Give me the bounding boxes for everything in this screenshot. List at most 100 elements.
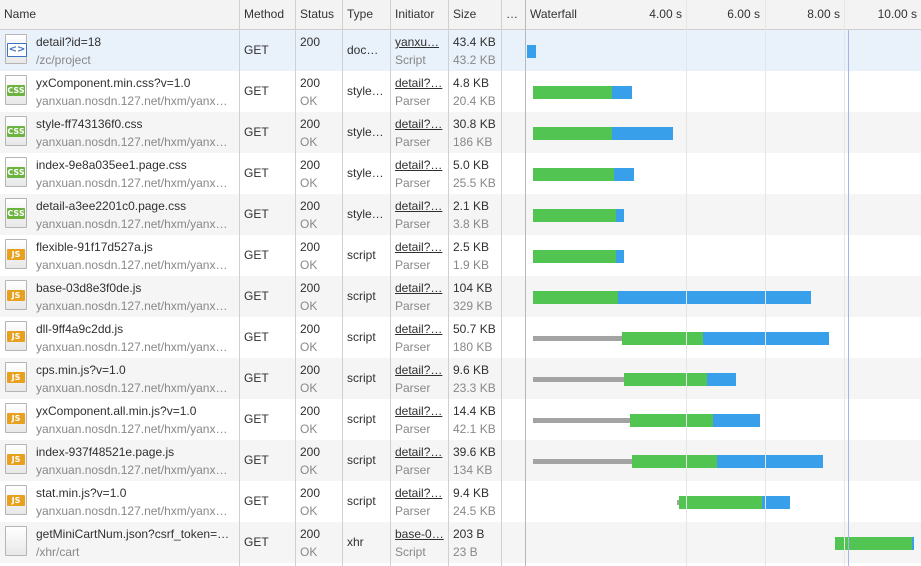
initiator-cell[interactable]: detail?… Parser	[391, 194, 448, 235]
initiator-link[interactable]: detail?…	[395, 404, 443, 418]
name-cell[interactable]: CSS index-9e8a035ee1.page.css yanxuan.nosd…	[0, 153, 239, 194]
initiator-link[interactable]: base-0…	[395, 527, 444, 541]
css-file-icon: CSS	[5, 116, 27, 146]
waterfall-download-bar	[615, 250, 624, 263]
table-row[interactable]: JS dll-9ff4a9c2dd.js yanxuan.nosdn.127.net…	[0, 317, 921, 358]
status-text: OK	[300, 94, 318, 108]
status-code: 200	[300, 486, 321, 500]
name-cell[interactable]: JS flexible-91f17d527a.js yanxuan.nosdn.12…	[0, 235, 239, 276]
initiator-cell[interactable]: detail?… Parser	[391, 399, 448, 440]
table-row[interactable]: CSS index-9e8a035ee1.page.css yanxuan.nosd…	[0, 153, 921, 194]
column-header-name[interactable]: Name	[4, 7, 37, 21]
name-cell[interactable]: JS base-03d8e3f0de.js yanxuan.nosdn.127.ne…	[0, 276, 239, 317]
resource-size: 134 KB	[453, 463, 493, 477]
table-row[interactable]: getMiniCartNum.json?csrf_token=… /xhr/car…	[0, 522, 921, 563]
request-name: yxComponent.min.css?v=1.0	[36, 76, 191, 90]
js-file-icon: JS	[5, 444, 27, 474]
status-code: 200	[300, 240, 321, 254]
table-header	[0, 0, 921, 30]
name-cell[interactable]: JS yxComponent.all.min.js?v=1.0 yanxuan.no…	[0, 399, 239, 440]
column-header-size[interactable]: Size	[453, 7, 477, 21]
column-header-time[interactable]: …	[506, 7, 518, 21]
initiator-link[interactable]: detail?…	[395, 281, 443, 295]
initiator-link[interactable]: detail?…	[395, 322, 443, 336]
timeline-tick-10s: 10.00 s	[877, 7, 917, 21]
table-row[interactable]: JS stat.min.js?v=1.0 yanxuan.nosdn.127.net…	[0, 481, 921, 522]
name-cell[interactable]: JS index-937f48521e.page.js yanxuan.nosdn.…	[0, 440, 239, 481]
waterfall-download-bar	[706, 373, 737, 386]
name-cell[interactable]: <> detail?id=18/zc/project	[0, 30, 239, 71]
resource-size: 42.1 KB	[453, 422, 496, 436]
type-cell: script	[347, 494, 376, 508]
name-cell[interactable]: CSS style-ff743136f0.css yanxuan.nosdn.127…	[0, 112, 239, 153]
document-icon: <>	[5, 34, 27, 64]
waterfall-download-bar	[617, 291, 812, 304]
waterfall-cell	[527, 153, 921, 194]
initiator-link[interactable]: detail?…	[395, 199, 443, 213]
initiator-cell[interactable]: detail?… Parser	[391, 481, 448, 522]
column-divider	[342, 0, 343, 566]
name-cell[interactable]: JS stat.min.js?v=1.0 yanxuan.nosdn.127.net…	[0, 481, 239, 522]
initiator-link[interactable]: detail?…	[395, 240, 443, 254]
waterfall-cell	[527, 276, 921, 317]
column-header-type[interactable]: Type	[347, 7, 374, 21]
name-cell[interactable]: CSS yxComponent.min.css?v=1.0 yanxuan.nosd…	[0, 71, 239, 112]
initiator-cell[interactable]: detail?… Parser	[391, 112, 448, 153]
initiator-link[interactable]: detail?…	[395, 117, 443, 131]
name-cell[interactable]: CSS detail-a3ee2201c0.page.css yanxuan.nos…	[0, 194, 239, 235]
request-name: yxComponent.all.min.js?v=1.0	[36, 404, 197, 418]
initiator-cell[interactable]: detail?… Parser	[391, 276, 448, 317]
column-header-initiator[interactable]: Initiator	[395, 7, 435, 21]
file-type-badge: CSS	[7, 208, 25, 219]
initiator-link[interactable]: detail?…	[395, 158, 443, 172]
status-code: 200	[300, 199, 321, 213]
waterfall-cell	[527, 440, 921, 481]
table-row[interactable]: CSS detail-a3ee2201c0.page.css yanxuan.nos…	[0, 194, 921, 235]
initiator-cell[interactable]: yanxu… Script	[391, 30, 448, 71]
name-cell[interactable]: getMiniCartNum.json?csrf_token=… /xhr/car…	[0, 522, 239, 563]
request-name: style-ff743136f0.css	[36, 117, 143, 131]
name-cell[interactable]: JS cps.min.js?v=1.0 yanxuan.nosdn.127.net/…	[0, 358, 239, 399]
initiator-cell[interactable]: detail?… Parser	[391, 358, 448, 399]
method-cell: GET	[244, 84, 269, 98]
column-header-status[interactable]: Status	[300, 7, 335, 21]
table-row[interactable]: <> detail?id=18/zc/project GET 200 doc… yanxu…	[0, 30, 921, 71]
type-cell: style…	[347, 84, 384, 98]
column-header-method[interactable]: Method	[244, 7, 285, 21]
initiator-link[interactable]: detail?…	[395, 486, 443, 500]
initiator-cell[interactable]: detail?… Parser	[391, 71, 448, 112]
table-row[interactable]: JS cps.min.js?v=1.0 yanxuan.nosdn.127.net/…	[0, 358, 921, 399]
initiator-cell[interactable]: detail?… Parser	[391, 440, 448, 481]
status-text: OK	[300, 340, 318, 354]
transfer-size: 30.8 KB	[453, 117, 496, 131]
table-row[interactable]: CSS yxComponent.min.css?v=1.0 yanxuan.nosd…	[0, 71, 921, 112]
waterfall-download-bar	[615, 209, 624, 222]
column-header-waterfall[interactable]: Waterfall	[530, 7, 577, 21]
status-text: OK	[300, 135, 318, 149]
status-cell: 200 OK	[296, 71, 342, 112]
table-row[interactable]: JS base-03d8e3f0de.js yanxuan.nosdn.127.ne…	[0, 276, 921, 317]
initiator-link[interactable]: detail?…	[395, 363, 443, 377]
initiator-link[interactable]: detail?…	[395, 76, 443, 90]
status-code: 200	[300, 404, 321, 418]
table-row[interactable]: JS yxComponent.all.min.js?v=1.0 yanxuan.no…	[0, 399, 921, 440]
type-cell: style…	[347, 166, 384, 180]
initiator-cell[interactable]: base-0… Script	[391, 522, 448, 563]
timeline-gridline	[686, 0, 687, 566]
initiator-link[interactable]: yanxu…	[395, 35, 440, 49]
table-row[interactable]: JS index-937f48521e.page.js yanxuan.nosdn.…	[0, 440, 921, 481]
resource-size: 329 KB	[453, 299, 493, 313]
initiator-cell[interactable]: detail?… Parser	[391, 153, 448, 194]
type-cell: script	[347, 412, 376, 426]
transfer-size: 50.7 KB	[453, 322, 496, 336]
initiator-cell[interactable]: detail?… Parser	[391, 235, 448, 276]
name-cell[interactable]: JS dll-9ff4a9c2dd.js yanxuan.nosdn.127.net…	[0, 317, 239, 358]
table-row[interactable]: CSS style-ff743136f0.css yanxuan.nosdn.127…	[0, 112, 921, 153]
method-cell: GET	[244, 494, 269, 508]
status-cell: 200 OK	[296, 276, 342, 317]
status-text: OK	[300, 217, 318, 231]
request-name: index-937f48521e.page.js	[36, 445, 175, 459]
initiator-cell[interactable]: detail?… Parser	[391, 317, 448, 358]
table-row[interactable]: JS flexible-91f17d527a.js yanxuan.nosdn.12…	[0, 235, 921, 276]
initiator-link[interactable]: detail?…	[395, 445, 443, 459]
